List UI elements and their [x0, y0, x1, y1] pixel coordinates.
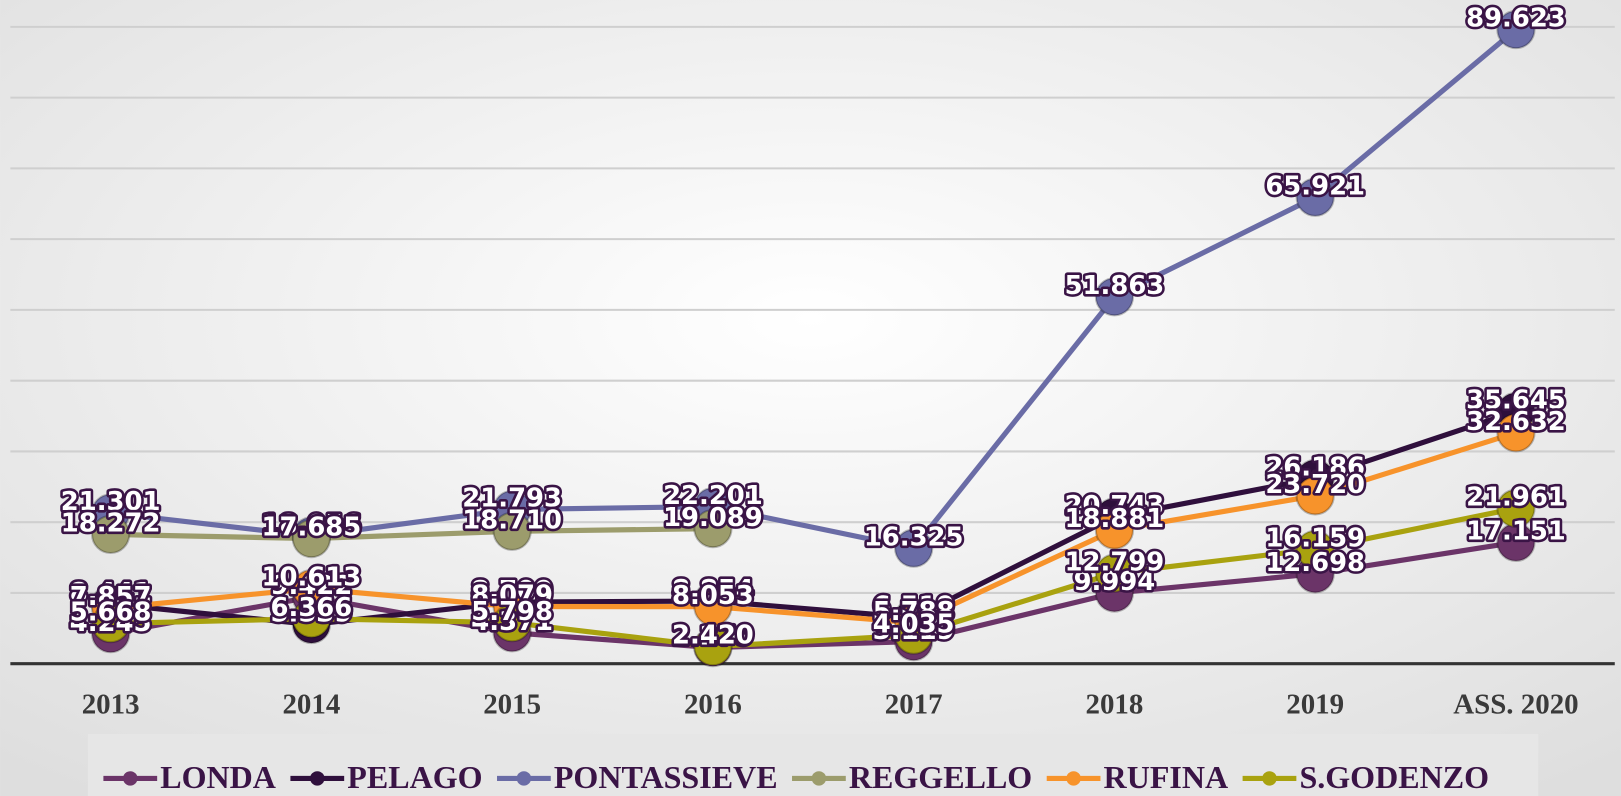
marker: [90, 603, 131, 644]
x-tick-label: 2013: [82, 688, 140, 720]
x-tick-label: 2017: [885, 688, 943, 720]
data-label: 89.623: [1466, 4, 1566, 34]
series-line: [110, 539, 1517, 651]
data-label: 19.089: [663, 503, 763, 533]
marker: [90, 514, 131, 555]
data-label: 4.035: [873, 609, 955, 639]
marker: [1295, 529, 1335, 569]
marker: [894, 615, 934, 655]
data-label: 5.798: [471, 597, 553, 627]
data-label: 17.151: [1466, 516, 1566, 546]
marker: [1496, 9, 1536, 50]
data-label: 2.279: [672, 622, 754, 652]
data-label: 4.245: [70, 608, 152, 638]
series-line: [110, 526, 713, 542]
data-label: 18.272: [61, 509, 161, 539]
legend-marker: [310, 771, 325, 786]
data-label: 8.709: [471, 576, 553, 606]
x-tick-label: 2015: [483, 688, 541, 720]
legend-marker: [1066, 771, 1081, 786]
marker: [693, 508, 733, 549]
legend-label: REGGELLO: [849, 759, 1032, 795]
data-label: 4.371: [471, 607, 553, 637]
series-line: [110, 27, 1518, 551]
marker: [1496, 488, 1536, 528]
legend-label: RUFINA: [1104, 759, 1229, 795]
data-label: 12.698: [1265, 548, 1365, 578]
marker: [1295, 177, 1335, 217]
data-label: 16.325: [864, 522, 964, 552]
marker: [291, 598, 332, 639]
series-line: [110, 430, 1517, 626]
data-label: 8.053: [672, 581, 754, 611]
data-label: 6.519: [873, 592, 955, 622]
marker: [693, 626, 733, 667]
legend-label: PELAGO: [347, 759, 482, 795]
legend-marker: [811, 771, 827, 786]
x-tick-label: 2016: [684, 688, 742, 720]
marker: [894, 528, 934, 568]
data-label: 5.539: [271, 599, 353, 629]
data-label: 21.301: [61, 487, 161, 517]
data-label: 65.921: [1265, 171, 1365, 201]
legend-marker: [1262, 771, 1277, 786]
data-label: 8.441: [70, 578, 152, 608]
legend-label: S.GODENZO: [1299, 759, 1489, 795]
data-label: 8.854: [672, 575, 754, 605]
data-label: 9.994: [1074, 567, 1156, 597]
marker: [492, 511, 532, 551]
marker: [1295, 476, 1335, 516]
data-label: 9.422: [271, 571, 353, 601]
data-label: 21.793: [462, 484, 562, 514]
data-label: 32.632: [1466, 407, 1566, 437]
data-label: 10.613: [262, 563, 362, 593]
data-label: 5.788: [873, 597, 955, 627]
legend-box: [87, 733, 1539, 796]
marker: [1094, 277, 1135, 317]
marker: [1496, 413, 1536, 453]
data-label: 35.645: [1466, 386, 1566, 416]
data-label: 12.799: [1065, 547, 1165, 577]
series-line: [110, 505, 1517, 650]
data-label: 18.056: [262, 510, 362, 540]
data-label: 22.201: [663, 481, 763, 511]
data-label: 6.366: [271, 593, 353, 623]
data-label: 17.685: [262, 513, 362, 543]
legend-marker: [516, 771, 532, 786]
legend-label: PONTASSIEVE: [554, 759, 778, 795]
marker: [291, 518, 332, 559]
x-tick-label: 2019: [1286, 688, 1344, 720]
x-tick-label: 2018: [1085, 688, 1143, 720]
x-tick-label: ASS. 2020: [1453, 688, 1578, 720]
data-label: 2.420: [672, 621, 754, 651]
legend-marker: [123, 771, 138, 786]
data-label: 51.863: [1065, 271, 1165, 301]
data-label: 18.710: [462, 505, 562, 535]
data-label: 26.186: [1265, 453, 1365, 483]
data-label: 8.079: [471, 581, 553, 611]
data-label: 7.857: [70, 582, 152, 612]
data-label: 5.668: [70, 598, 152, 628]
data-label: 18.881: [1065, 504, 1165, 534]
data-label: 3.119: [873, 616, 955, 646]
marker: [1094, 553, 1135, 593]
data-label: 21.961: [1466, 482, 1566, 512]
x-tick-label: 2014: [282, 688, 340, 720]
legend-label: LONDA: [160, 759, 276, 795]
data-label: 20.743: [1065, 491, 1165, 521]
data-label: 16.159: [1265, 524, 1365, 554]
marker: [693, 587, 733, 627]
marker: [492, 603, 532, 643]
marker: [1094, 510, 1135, 550]
data-label: 23.720: [1265, 470, 1365, 500]
